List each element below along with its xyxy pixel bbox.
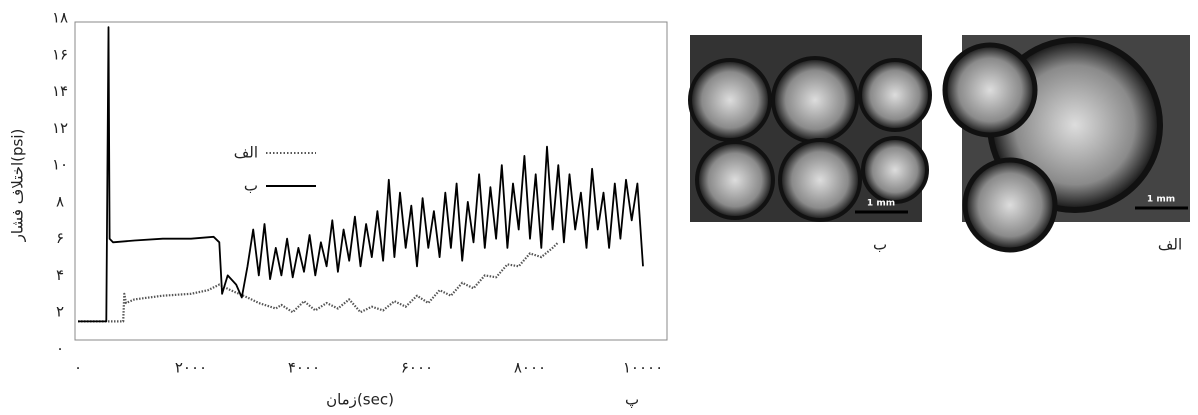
bubble (771, 56, 859, 144)
legend-label: ب (244, 177, 258, 195)
x-tick-label: ۴۰۰۰ (288, 359, 320, 377)
legend: الف ب (234, 144, 316, 195)
bubble (942, 42, 1038, 138)
x-tick-label: ۸۰۰۰ (514, 359, 546, 377)
x-tick-label: ۰ (74, 359, 82, 377)
y-tick-label: ۶ (56, 229, 64, 247)
bubble (858, 58, 932, 132)
y-tick-label: ۱۰ (52, 156, 68, 174)
series-line (78, 26, 644, 323)
y-tick-label: ۱۶ (52, 45, 68, 63)
x-axis-label: زمان(sec) (326, 391, 394, 409)
x-tick-label: ۱۰۰۰۰ (623, 359, 663, 377)
bubble (861, 136, 929, 204)
bubble (695, 140, 775, 220)
photo-caption: ب (873, 236, 887, 254)
y-tick-label: ۰ (56, 340, 64, 358)
y-tick-label: ۱۲ (52, 119, 68, 137)
bubble (962, 157, 1058, 253)
series-line (78, 241, 560, 323)
y-tick-label: ۲ (56, 303, 64, 321)
scale-bar-label: 1 mm (1147, 195, 1175, 205)
y-tick-label: ۴ (56, 266, 64, 284)
legend-label: الف (234, 144, 258, 162)
photo-a: 1 mm (942, 35, 1190, 253)
bubble (778, 138, 862, 222)
y-tick-label: ۱۴ (52, 82, 68, 100)
x-tick-label: ۲۰۰۰ (175, 359, 207, 377)
scale-bar-label: 1 mm (867, 199, 895, 209)
y-tick-label: ۸ (56, 192, 64, 210)
x-tick-label: ۶۰۰۰ (401, 359, 433, 377)
panel-label: پ (625, 391, 639, 409)
y-axis-label: اختلاف فشار(psi) (9, 129, 27, 243)
photo-b: 1 mm (688, 35, 932, 222)
y-tick-label: ۱۸ (52, 9, 68, 27)
bubble (688, 58, 772, 142)
photo-caption: الف (1158, 236, 1182, 254)
plot-frame (74, 21, 668, 341)
